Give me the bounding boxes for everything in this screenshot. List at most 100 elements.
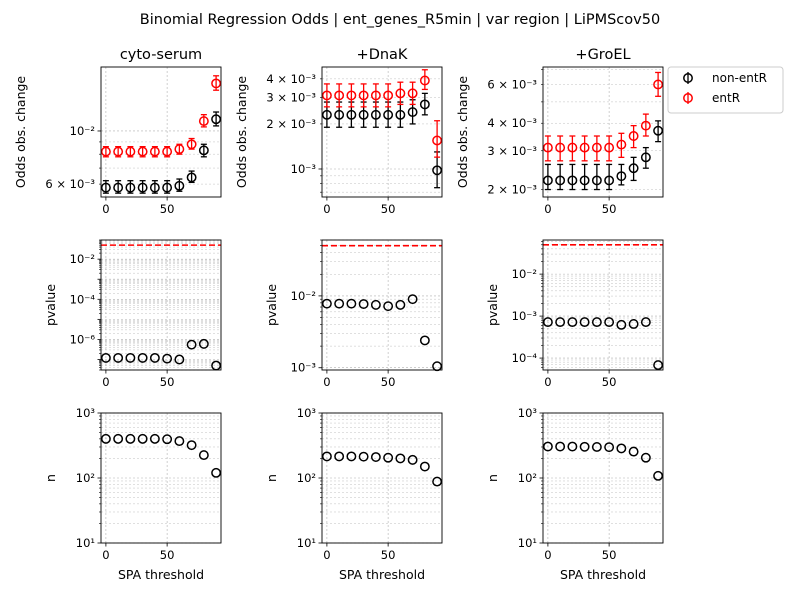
y-axis-label: pvalue xyxy=(485,284,500,326)
data-point xyxy=(395,88,406,99)
x-tick-label: 0 xyxy=(102,375,109,389)
data-point xyxy=(137,352,148,363)
panel-grid xyxy=(322,67,442,197)
legend-label-non-entr: non-entR xyxy=(712,71,767,85)
panel-frame xyxy=(321,66,443,198)
y-axis-label: pvalue xyxy=(43,284,58,326)
data-point xyxy=(555,142,566,153)
data-point xyxy=(407,107,418,118)
series-non-entR xyxy=(100,111,222,194)
x-tick-label: 50 xyxy=(381,375,396,389)
data-point xyxy=(346,298,357,309)
data-point xyxy=(567,441,578,452)
data-point xyxy=(407,294,418,305)
series-s0 xyxy=(321,294,443,372)
data-point xyxy=(395,299,406,310)
panel-grid xyxy=(543,412,663,544)
data-point xyxy=(419,75,430,86)
x-tick-label: 50 xyxy=(602,548,617,562)
data-point xyxy=(383,452,394,463)
panel-frame xyxy=(100,239,222,371)
data-point xyxy=(211,78,222,89)
data-point xyxy=(432,135,443,146)
x-tick-label: 50 xyxy=(160,548,175,562)
data-point xyxy=(174,354,185,365)
panel-pvalue-cyto-serum: 10⁻⁶ 10⁻⁴ 10⁻² 0 50 pvalue xyxy=(43,239,222,389)
panel-grid xyxy=(543,67,663,197)
data-point xyxy=(174,144,185,155)
data-point xyxy=(579,175,590,186)
panel-frame xyxy=(321,239,443,371)
x-tick-label: 50 xyxy=(381,548,396,562)
data-point xyxy=(640,120,651,131)
x-tick-label: 50 xyxy=(160,202,175,216)
panel-grid xyxy=(101,239,221,371)
series-s0 xyxy=(321,451,443,487)
data-point xyxy=(591,142,602,153)
data-point xyxy=(100,433,111,444)
x-tick-label: 0 xyxy=(544,375,551,389)
y-tick-label: 3 × 10⁻³ xyxy=(266,91,316,105)
data-point xyxy=(604,317,615,328)
x-axis-label: SPA threshold xyxy=(339,567,425,582)
x-tick-label: 0 xyxy=(102,202,109,216)
data-point xyxy=(640,152,651,163)
data-point xyxy=(383,301,394,312)
data-point xyxy=(125,433,136,444)
legend-frame xyxy=(667,66,784,114)
data-point xyxy=(542,441,553,452)
data-point xyxy=(579,441,590,452)
series-s0 xyxy=(100,433,222,478)
y-tick-label: 10⁻³ xyxy=(291,162,317,176)
y-tick-label: 10⁻⁶ xyxy=(70,332,96,346)
data-point xyxy=(358,451,369,462)
data-point xyxy=(640,452,651,463)
legend-label-entr: entR xyxy=(712,91,740,105)
data-point xyxy=(346,90,357,101)
data-point xyxy=(579,317,590,328)
x-tick-label: 50 xyxy=(602,375,617,389)
x-tick-label: 0 xyxy=(323,375,330,389)
data-point xyxy=(125,146,136,157)
data-point xyxy=(321,90,332,101)
data-point xyxy=(211,114,222,125)
x-tick-label: 0 xyxy=(544,548,551,562)
panel-grid xyxy=(101,412,221,544)
data-point xyxy=(334,451,345,462)
y-tick-label: 6 × 10⁻³ xyxy=(487,77,537,91)
data-point xyxy=(628,446,639,457)
x-tick-label: 0 xyxy=(323,548,330,562)
y-tick-label: 10² xyxy=(518,471,537,485)
y-tick-label: 10⁻² xyxy=(291,289,316,303)
data-point xyxy=(174,180,185,191)
data-point xyxy=(628,131,639,141)
data-point xyxy=(198,145,209,156)
data-point xyxy=(334,109,345,120)
data-point xyxy=(149,146,160,157)
panel-title: +GroEL xyxy=(575,47,630,63)
panel-grid xyxy=(101,67,221,197)
series-non-entR xyxy=(542,120,664,191)
panel-n-dnak: 10¹ 10² 10³ 0 50 n SPA threshold xyxy=(264,406,443,582)
data-point xyxy=(616,443,627,454)
data-point xyxy=(358,299,369,310)
data-point xyxy=(542,317,553,328)
data-point xyxy=(653,79,664,90)
data-point xyxy=(186,339,197,350)
panel-frame xyxy=(542,66,664,198)
figure-suptitle: Binomial Regression Odds | ent_genes_R5m… xyxy=(140,12,660,28)
y-tick-label: 10² xyxy=(76,471,95,485)
data-point xyxy=(113,146,124,157)
data-point xyxy=(186,139,197,150)
legend-marker-entr xyxy=(683,93,693,103)
y-axis-label: n xyxy=(485,474,500,482)
data-point xyxy=(321,298,332,309)
y-axis-label: Odds obs. change xyxy=(234,76,249,189)
y-tick-label: 10³ xyxy=(518,406,538,420)
y-tick-label: 6 × 10⁻³ xyxy=(45,177,95,191)
data-point xyxy=(419,99,430,110)
x-axis-label: SPA threshold xyxy=(560,567,646,582)
data-point xyxy=(567,142,578,153)
panel-n-groel: 10¹ 10² 10³ 0 50 n SPA threshold xyxy=(485,406,664,582)
